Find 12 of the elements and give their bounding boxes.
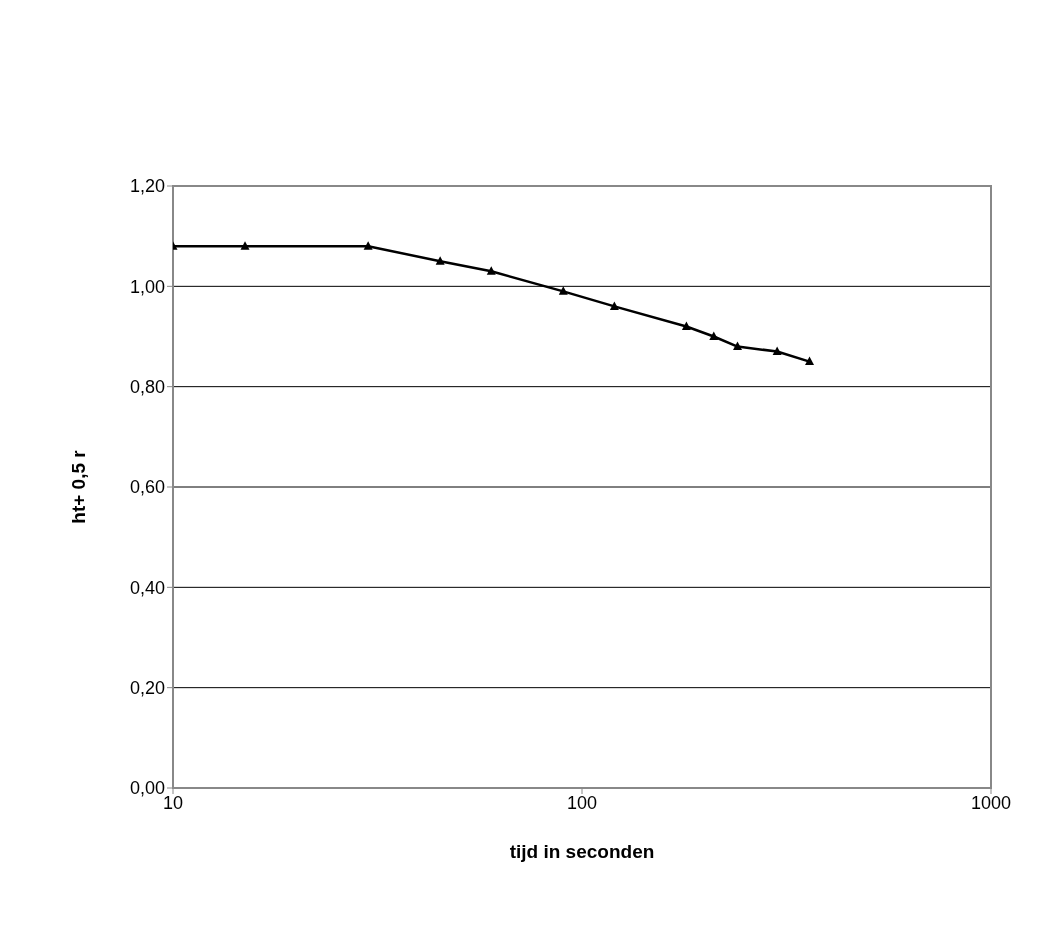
y-tick-label: 0,20 [129, 678, 165, 699]
y-tick-label: 0,80 [129, 377, 165, 398]
y-tick-label: 0,60 [129, 477, 165, 498]
y-tick-label: 0,40 [129, 577, 165, 598]
y-tick-label: 1,00 [129, 276, 165, 297]
y-tick-label: 1,20 [129, 176, 165, 197]
x-tick-label: 100 [566, 792, 598, 813]
x-tick-label: 1000 [970, 792, 1012, 813]
y-axis-title: ht+ 0,5 r [67, 449, 89, 524]
y-tick-label: 0,00 [129, 778, 165, 799]
x-axis-title: tijd in seconden [509, 841, 655, 862]
x-tick-label: 10 [162, 792, 184, 813]
